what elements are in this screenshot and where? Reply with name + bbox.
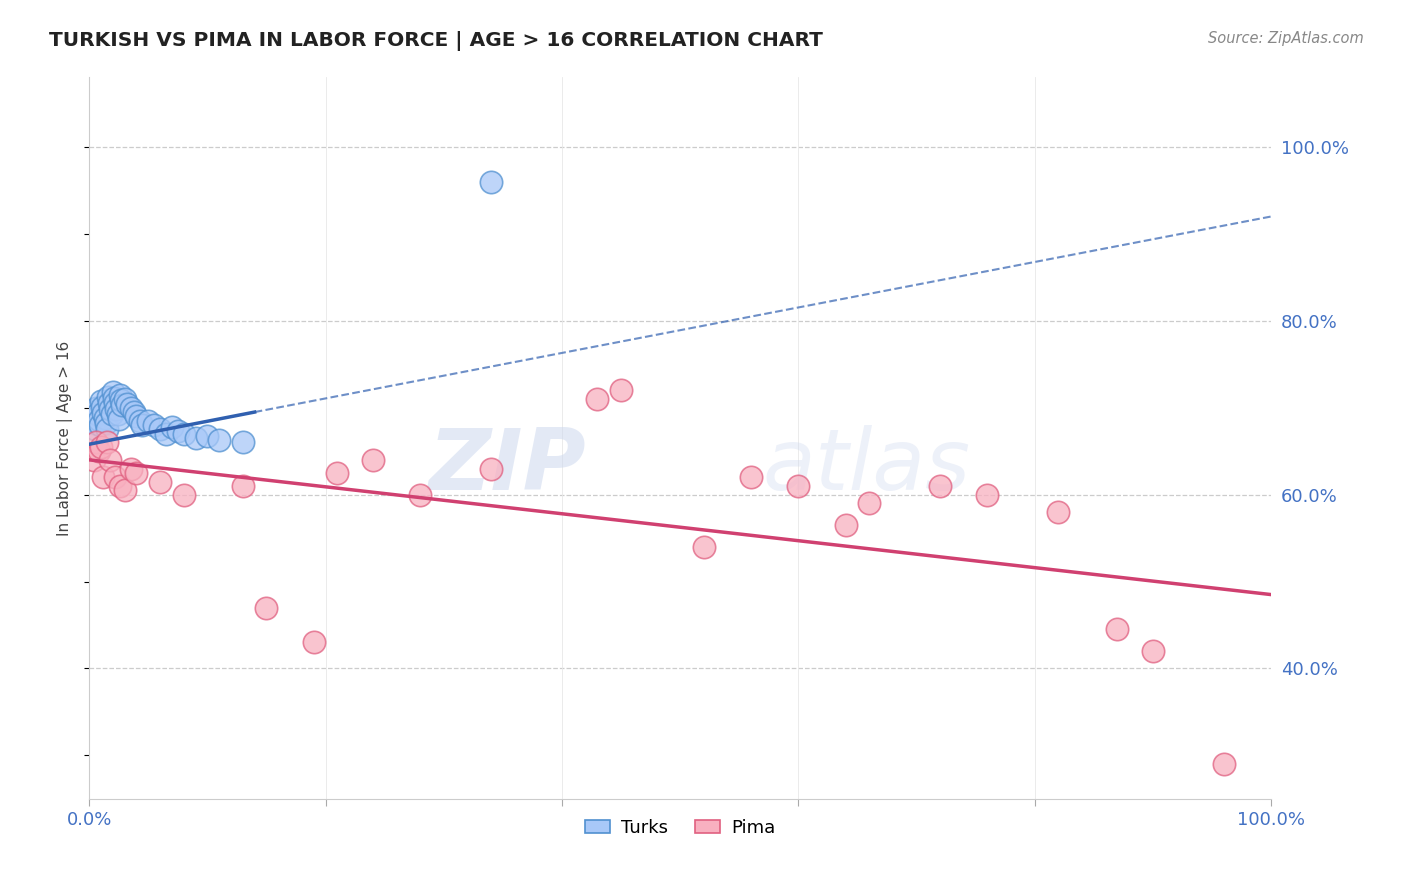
Point	[91, 400, 114, 414]
Point	[93, 411, 115, 425]
Point	[479, 461, 502, 475]
Point	[90, 393, 112, 408]
Point	[149, 422, 172, 436]
Point	[115, 397, 138, 411]
Point	[155, 426, 177, 441]
Point	[84, 422, 107, 436]
Point	[89, 418, 111, 433]
Point	[82, 411, 104, 425]
Point	[84, 435, 107, 450]
Point	[586, 392, 609, 406]
Point	[976, 488, 998, 502]
Point	[108, 387, 131, 401]
Point	[160, 420, 183, 434]
Point	[100, 407, 122, 421]
Point	[96, 435, 118, 450]
Point	[125, 409, 148, 424]
Point	[184, 431, 207, 445]
Point	[111, 398, 134, 412]
Point	[232, 479, 254, 493]
Point	[232, 435, 254, 450]
Point	[129, 414, 152, 428]
Point	[101, 385, 124, 400]
Point	[96, 421, 118, 435]
Point	[740, 470, 762, 484]
Point	[107, 412, 129, 426]
Point	[84, 401, 107, 415]
Point	[929, 479, 952, 493]
Point	[173, 426, 195, 441]
Point	[100, 453, 122, 467]
Point	[105, 401, 128, 416]
Point	[409, 488, 432, 502]
Point	[302, 635, 325, 649]
Point	[787, 479, 810, 493]
Point	[195, 428, 218, 442]
Point	[131, 418, 153, 433]
Point	[110, 392, 132, 407]
Point	[104, 396, 127, 410]
Point	[256, 600, 278, 615]
Point	[166, 424, 188, 438]
Point	[143, 418, 166, 433]
Point	[120, 461, 142, 475]
Point	[107, 407, 129, 421]
Point	[1212, 757, 1234, 772]
Point	[103, 391, 125, 405]
Point	[173, 488, 195, 502]
Point	[1047, 505, 1070, 519]
Text: ZIP: ZIP	[427, 425, 585, 508]
Point	[90, 440, 112, 454]
Point	[87, 444, 110, 458]
Point	[1107, 623, 1129, 637]
Legend: Turks, Pima: Turks, Pima	[578, 812, 783, 844]
Point	[326, 466, 349, 480]
Point	[97, 390, 120, 404]
Point	[208, 433, 231, 447]
Point	[136, 414, 159, 428]
Point	[479, 175, 502, 189]
Point	[114, 392, 136, 406]
Point	[122, 405, 145, 419]
Point	[149, 475, 172, 489]
Point	[361, 453, 384, 467]
Point	[87, 413, 110, 427]
Point	[83, 453, 105, 467]
Point	[86, 407, 108, 421]
Point	[858, 496, 880, 510]
Point	[108, 479, 131, 493]
Point	[91, 406, 114, 420]
Point	[91, 470, 114, 484]
Text: Source: ZipAtlas.com: Source: ZipAtlas.com	[1208, 31, 1364, 46]
Point	[120, 401, 142, 415]
Y-axis label: In Labor Force | Age > 16: In Labor Force | Age > 16	[58, 341, 73, 536]
Point	[83, 417, 105, 431]
Point	[114, 483, 136, 498]
Point	[80, 405, 103, 419]
Point	[98, 396, 121, 410]
Text: TURKISH VS PIMA IN LABOR FORCE | AGE > 16 CORRELATION CHART: TURKISH VS PIMA IN LABOR FORCE | AGE > 1…	[49, 31, 823, 51]
Point	[1142, 644, 1164, 658]
Point	[610, 384, 633, 398]
Point	[125, 466, 148, 480]
Point	[100, 401, 122, 416]
Point	[94, 417, 117, 431]
Point	[693, 540, 716, 554]
Text: atlas: atlas	[763, 425, 972, 508]
Point	[834, 518, 856, 533]
Point	[104, 470, 127, 484]
